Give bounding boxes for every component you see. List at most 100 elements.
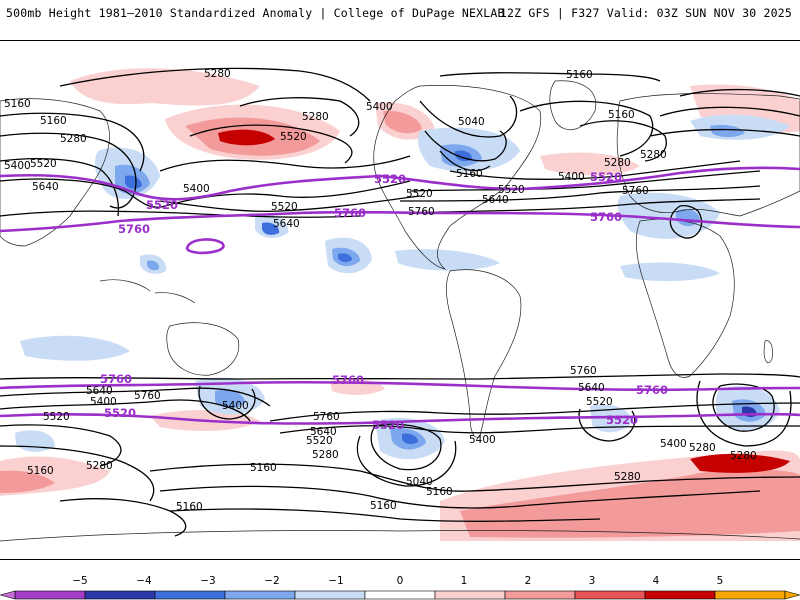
asia-west-outline bbox=[0, 98, 110, 247]
contour-line bbox=[712, 383, 775, 432]
anomaly-region bbox=[262, 222, 280, 235]
highlight-labels: 5520 5760 5520 5760 5520 5760 5760 5520 … bbox=[100, 170, 668, 432]
contour-label: 5280 bbox=[604, 157, 631, 169]
contour-label: 5280 bbox=[302, 111, 329, 123]
contour-label: 5760 bbox=[134, 390, 161, 402]
colorbar-swatch bbox=[14, 590, 86, 600]
negative-anomaly-shading bbox=[15, 114, 790, 460]
colorbar-swatches bbox=[14, 590, 786, 600]
contour-label: 5520 bbox=[43, 411, 70, 423]
colorbar-swatch bbox=[504, 590, 576, 600]
anomaly-region bbox=[690, 453, 790, 473]
colorbar-tick-label: −2 bbox=[264, 575, 279, 587]
contour-line bbox=[0, 387, 271, 407]
contour-line bbox=[149, 463, 800, 492]
colorbar-swatch bbox=[364, 590, 436, 600]
antarctica-outline bbox=[0, 530, 800, 542]
colorbar-tick-label: −5 bbox=[72, 575, 87, 587]
anomaly-region bbox=[540, 152, 640, 176]
contour-label: 5760 bbox=[313, 411, 340, 423]
contour-line bbox=[159, 485, 761, 509]
contour-label: 5280 bbox=[312, 449, 339, 461]
highlight-label: 5520 bbox=[372, 418, 404, 432]
anomaly-map: 5280 5160 5400 5520 5640 5160 5280 5400 … bbox=[0, 67, 800, 542]
highlight-label: 5760 bbox=[332, 373, 364, 387]
contour-line bbox=[0, 178, 411, 208]
contour-line bbox=[399, 198, 761, 214]
contour-label: 5400 bbox=[183, 183, 210, 195]
highlight-label: 5760 bbox=[636, 383, 668, 397]
contour-line bbox=[696, 380, 792, 447]
contour-line bbox=[439, 150, 491, 172]
anomaly-region bbox=[395, 249, 500, 271]
anomaly-region bbox=[710, 124, 745, 138]
contour-line bbox=[439, 72, 661, 82]
contour-line bbox=[669, 205, 703, 239]
contour-line bbox=[0, 132, 137, 209]
anomaly-region bbox=[383, 110, 422, 134]
contour-label: 5160 bbox=[250, 462, 277, 474]
anomaly-colorbar: −5 −4 −3 −2 −1 0 1 2 3 4 5 bbox=[0, 575, 800, 600]
contour-line bbox=[399, 185, 761, 202]
highlight-label: 5520 bbox=[146, 198, 178, 212]
contour-label: 5400 bbox=[469, 434, 496, 446]
contour-line bbox=[356, 435, 457, 487]
anomaly-region bbox=[70, 68, 260, 106]
colorbar-tick-label: 1 bbox=[461, 575, 468, 587]
highlight-label: 5760 bbox=[334, 206, 366, 220]
contour-label: 5400 bbox=[222, 400, 249, 412]
africa-outline bbox=[636, 218, 735, 378]
colorbar-tick-label: 4 bbox=[653, 575, 660, 587]
greenland-outline bbox=[549, 80, 597, 131]
highlighted-contours bbox=[0, 166, 800, 425]
colorbar-max-arrow bbox=[784, 590, 800, 600]
contour-line bbox=[659, 106, 800, 117]
map-title: 500mb Height 1981–2010 Standardized Anom… bbox=[6, 6, 505, 20]
contour-label: 5280 bbox=[689, 442, 716, 454]
model-run-info: 12Z GFS | F327 Valid: 03Z SUN NOV 30 202… bbox=[499, 6, 792, 20]
contour-label: 5640 bbox=[578, 382, 605, 394]
contour-label: 5760 bbox=[622, 185, 649, 197]
contour-line bbox=[579, 120, 667, 162]
contour-label: 5280 bbox=[730, 450, 757, 462]
contour-label: 5160 bbox=[176, 501, 203, 513]
colorbar-tick-label: 0 bbox=[397, 575, 404, 587]
contour-label: 5160 bbox=[27, 465, 54, 477]
contour-line bbox=[59, 498, 187, 537]
contour-label: 5160 bbox=[608, 109, 635, 121]
contour-label: 5160 bbox=[426, 486, 453, 498]
anomaly-region bbox=[20, 335, 130, 361]
contour-line bbox=[0, 445, 155, 502]
contour-label: 5280 bbox=[60, 133, 87, 145]
contour-label: 5160 bbox=[40, 115, 67, 127]
highlight-label: 5520 bbox=[590, 170, 622, 184]
highlight-label: 5520 bbox=[374, 172, 406, 186]
contour-line bbox=[0, 373, 800, 380]
contour-label: 5280 bbox=[204, 68, 231, 80]
contour-label: 5400 bbox=[4, 160, 31, 172]
contour-label: 5520 bbox=[306, 435, 333, 447]
contour-line bbox=[189, 124, 353, 164]
highlight-label: 5760 bbox=[118, 222, 150, 236]
colorbar-tick-label: −3 bbox=[200, 575, 215, 587]
anomaly-region bbox=[15, 430, 55, 452]
contour-line bbox=[0, 399, 251, 422]
colorbar-swatch bbox=[224, 590, 296, 600]
contour-line bbox=[449, 160, 741, 180]
colorbar-swatch bbox=[84, 590, 156, 600]
map-panel: 5280 5160 5400 5520 5640 5160 5280 5400 … bbox=[0, 40, 800, 560]
contour-line bbox=[198, 385, 256, 420]
contour-5760-south bbox=[0, 380, 800, 392]
colorbar-tick-label: 5 bbox=[717, 575, 724, 587]
contour-label: 5280 bbox=[86, 460, 113, 472]
contour-label: 5160 bbox=[566, 69, 593, 81]
contour-5760-north bbox=[0, 210, 800, 233]
contour-line bbox=[370, 423, 442, 471]
colorbar-min-arrow bbox=[0, 590, 16, 600]
indonesia-outline bbox=[99, 279, 196, 304]
north-america-outline bbox=[373, 85, 542, 270]
contour-label: 5640 bbox=[482, 194, 509, 206]
contour-line bbox=[409, 170, 761, 192]
contour-5760-island bbox=[185, 238, 225, 255]
height-contours bbox=[0, 67, 800, 537]
